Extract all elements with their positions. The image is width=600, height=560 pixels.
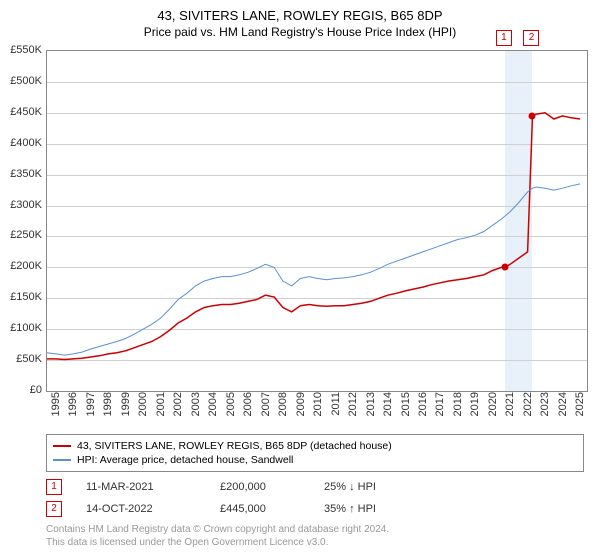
legend-item: HPI: Average price, detached house, Sand…: [53, 453, 577, 467]
sale-marker: 2: [523, 30, 539, 46]
legend-label: 43, SIVITERS LANE, ROWLEY REGIS, B65 8DP…: [77, 440, 392, 452]
x-axis-label: 1997: [85, 392, 97, 426]
sale-diff: 35% ↑ HPI: [324, 503, 424, 515]
footer-attribution: Contains HM Land Registry data © Crown c…: [46, 524, 389, 549]
y-axis-label: £400K: [2, 137, 42, 149]
y-axis-label: £250K: [2, 229, 42, 241]
legend-label: HPI: Average price, detached house, Sand…: [77, 454, 293, 466]
x-axis-label: 2004: [207, 392, 219, 426]
x-axis-label: 2002: [172, 392, 184, 426]
sale-diff: 25% ↓ HPI: [324, 481, 424, 493]
footer-line1: Contains HM Land Registry data © Crown c…: [46, 524, 389, 537]
x-axis-label: 2023: [539, 392, 551, 426]
x-axis-label: 2001: [155, 392, 167, 426]
y-axis-label: £350K: [2, 168, 42, 180]
x-axis-label: 2010: [312, 392, 324, 426]
x-axis-label: 1995: [50, 392, 62, 426]
x-axis-label: 2012: [347, 392, 359, 426]
x-axis-label: 2006: [242, 392, 254, 426]
x-axis-label: 2015: [400, 392, 412, 426]
x-axis-label: 1996: [67, 392, 79, 426]
x-axis-label: 1999: [120, 392, 132, 426]
x-axis-label: 2008: [277, 392, 289, 426]
x-axis-label: 2024: [557, 392, 569, 426]
sale-marker: 2: [46, 501, 62, 517]
x-axis-label: 2009: [295, 392, 307, 426]
legend-swatch: [53, 445, 71, 447]
x-axis-label: 1998: [102, 392, 114, 426]
footer-line2: This data is licensed under the Open Gov…: [46, 537, 389, 550]
sale-marker: 1: [496, 30, 512, 46]
sale-row: 2 14-OCT-2022 £445,000 35% ↑ HPI: [46, 498, 584, 520]
chart-title: 43, SIVITERS LANE, ROWLEY REGIS, B65 8DP: [0, 0, 600, 23]
series-hpi: [47, 184, 580, 355]
x-axis-label: 2011: [330, 392, 342, 426]
y-axis-label: £550K: [2, 44, 42, 56]
y-axis-label: £0: [2, 384, 42, 396]
x-axis-label: 2018: [452, 392, 464, 426]
sale-point: [529, 112, 536, 119]
y-axis-label: £500K: [2, 75, 42, 87]
sales-table: 1 11-MAR-2021 £200,000 25% ↓ HPI 2 14-OCT-202…: [46, 476, 584, 520]
legend-item: 43, SIVITERS LANE, ROWLEY REGIS, B65 8DP…: [53, 439, 577, 453]
sale-price: £200,000: [220, 481, 300, 493]
legend: 43, SIVITERS LANE, ROWLEY REGIS, B65 8DP…: [46, 434, 584, 472]
y-axis-label: £50K: [2, 353, 42, 365]
sale-row: 1 11-MAR-2021 £200,000 25% ↓ HPI: [46, 476, 584, 498]
x-axis-label: 2016: [417, 392, 429, 426]
x-axis-label: 2019: [469, 392, 481, 426]
sale-point: [501, 264, 508, 271]
x-axis-label: 2025: [574, 392, 586, 426]
y-axis-label: £300K: [2, 199, 42, 211]
x-axis-label: 2021: [504, 392, 516, 426]
x-axis-label: 2005: [225, 392, 237, 426]
x-axis-label: 2020: [487, 392, 499, 426]
x-axis-label: 2017: [434, 392, 446, 426]
x-axis-label: 2013: [365, 392, 377, 426]
x-axis-label: 2022: [522, 392, 534, 426]
sale-date: 14-OCT-2022: [86, 503, 196, 515]
legend-swatch: [53, 459, 71, 461]
x-axis-label: 2003: [190, 392, 202, 426]
chart-lines: [47, 51, 587, 391]
y-axis-label: £100K: [2, 322, 42, 334]
chart-plot-area: [46, 50, 588, 392]
sale-marker: 1: [46, 479, 62, 495]
y-axis-label: £450K: [2, 106, 42, 118]
sale-price: £445,000: [220, 503, 300, 515]
y-axis-label: £200K: [2, 260, 42, 272]
x-axis-label: 2014: [382, 392, 394, 426]
series-property: [47, 113, 580, 360]
x-axis-label: 2007: [260, 392, 272, 426]
y-axis-label: £150K: [2, 291, 42, 303]
x-axis-label: 2000: [137, 392, 149, 426]
sale-date: 11-MAR-2021: [86, 481, 196, 493]
